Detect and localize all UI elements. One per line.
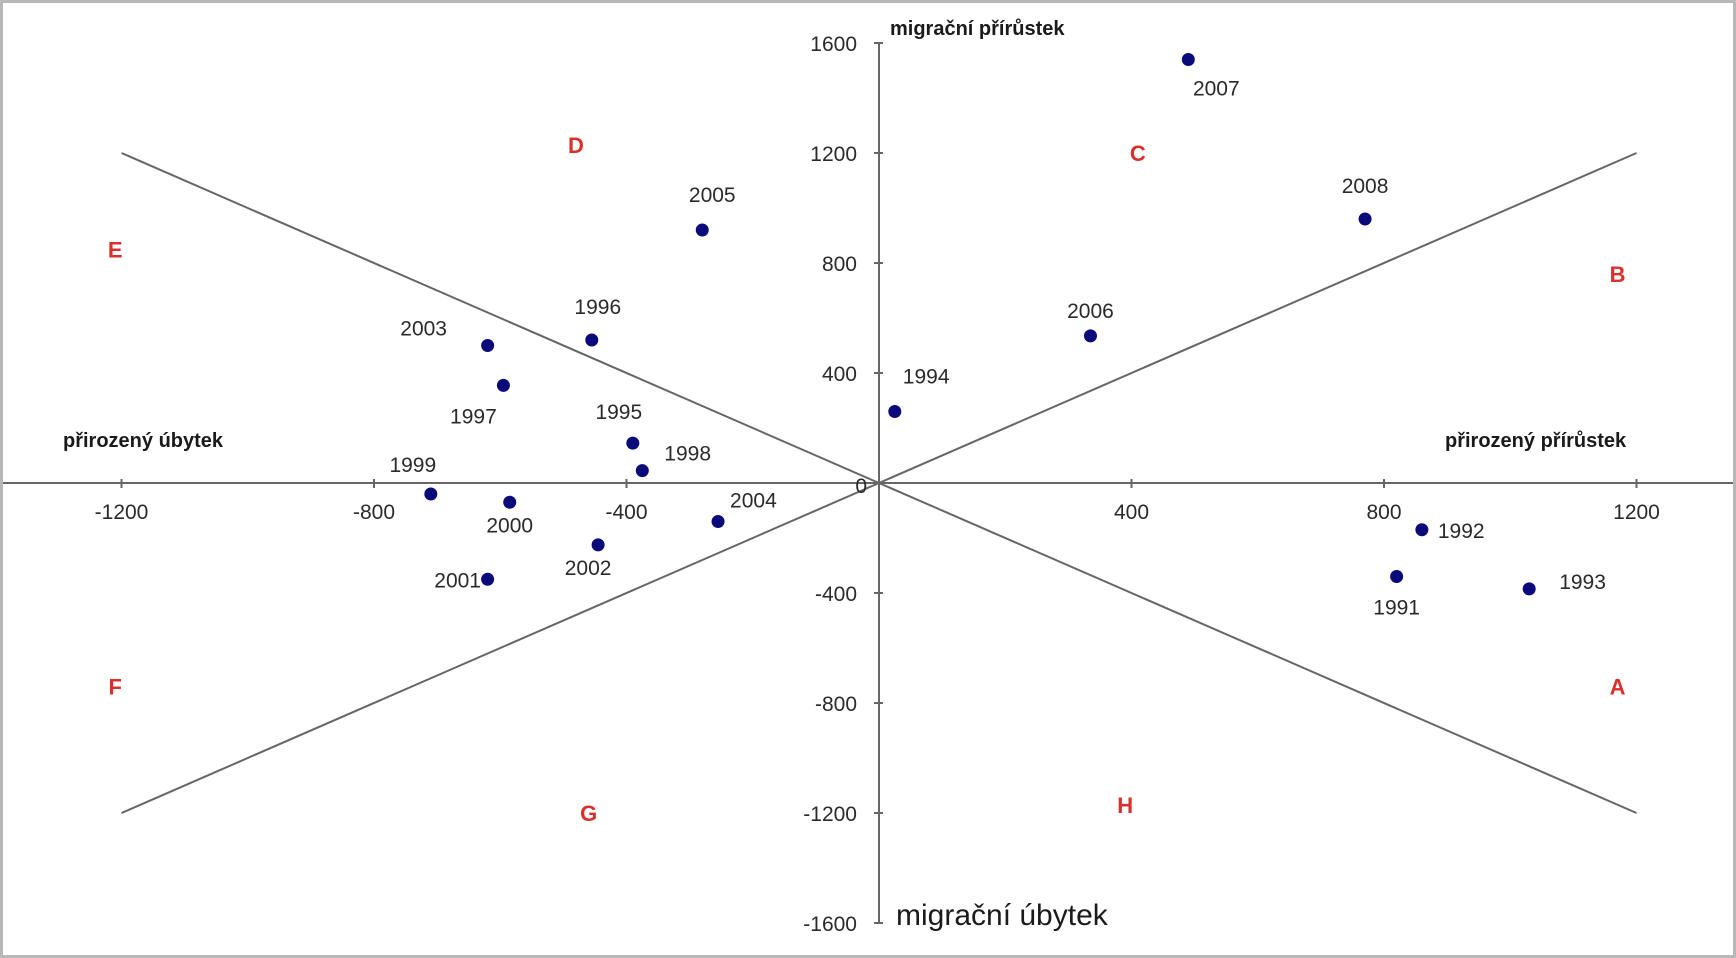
data-label-1996: 1996 bbox=[574, 296, 621, 319]
data-point-2003 bbox=[481, 339, 495, 352]
data-label-2003: 2003 bbox=[400, 318, 447, 341]
data-point-1996 bbox=[585, 333, 599, 347]
region-label-d: D bbox=[568, 133, 584, 158]
region-label-f: F bbox=[108, 675, 121, 700]
x-tick-label: 400 bbox=[1114, 501, 1149, 524]
y-tick-label: 800 bbox=[822, 253, 857, 276]
data-point-2007 bbox=[1181, 53, 1195, 66]
x-tick-label: 800 bbox=[1366, 501, 1401, 524]
y-tick-label: 400 bbox=[822, 363, 857, 386]
y-tick-label: -1600 bbox=[803, 913, 857, 936]
data-point-1995 bbox=[626, 436, 640, 450]
axis-title-left: přirozený úbytek bbox=[63, 430, 224, 452]
data-label-1995: 1995 bbox=[595, 401, 642, 424]
data-point-2004 bbox=[711, 515, 725, 528]
data-label-1993: 1993 bbox=[1559, 571, 1606, 594]
region-label-b: B bbox=[1610, 262, 1626, 287]
region-label-g: G bbox=[580, 801, 597, 826]
data-label-1999: 1999 bbox=[389, 454, 436, 477]
data-points bbox=[424, 53, 1536, 596]
data-label-1997: 1997 bbox=[450, 405, 497, 428]
y-tick-label: -1200 bbox=[803, 803, 857, 826]
axis-title-right: přirozený přírůstek bbox=[1445, 430, 1627, 452]
origin-label: 0 bbox=[855, 475, 867, 498]
region-label-a: A bbox=[1610, 675, 1626, 700]
tick-marks bbox=[120, 42, 1638, 924]
y-tick-label: -400 bbox=[815, 583, 857, 606]
data-point-2006 bbox=[1083, 329, 1097, 343]
data-point-2000 bbox=[503, 495, 517, 509]
region-label-h: H bbox=[1117, 793, 1133, 818]
data-point-2005 bbox=[695, 223, 709, 237]
data-label-2001: 2001 bbox=[434, 569, 481, 592]
x-tick-label: 1200 bbox=[1613, 501, 1660, 524]
x-tick-label: -800 bbox=[353, 501, 395, 524]
x-tick-label: -1200 bbox=[95, 501, 149, 524]
data-label-1994: 1994 bbox=[903, 366, 950, 389]
axes bbox=[3, 43, 1733, 923]
scatter-chart: -1600-1200-800-40040080012001600-1600-12… bbox=[3, 18, 1733, 936]
data-label-2002: 2002 bbox=[565, 557, 612, 580]
region-label-e: E bbox=[108, 237, 123, 262]
data-point-1999 bbox=[424, 487, 438, 501]
data-label-2008: 2008 bbox=[1342, 175, 1389, 198]
data-label-1991: 1991 bbox=[1373, 597, 1420, 620]
axis-title-top: migrační přírůstek bbox=[890, 18, 1065, 40]
data-label-1992: 1992 bbox=[1438, 520, 1485, 543]
region-labels: A B C D E F G H bbox=[108, 133, 1626, 826]
data-point-1998 bbox=[635, 464, 649, 478]
data-point-2001 bbox=[481, 572, 495, 586]
tick-labels: -1600-1200-800-40040080012001600-1600-12… bbox=[95, 33, 1660, 936]
y-tick-label: 1200 bbox=[810, 143, 857, 166]
y-tick-label: 1600 bbox=[810, 33, 857, 56]
data-point-1993 bbox=[1522, 582, 1536, 596]
data-label-2000: 2000 bbox=[486, 514, 533, 537]
data-point-labels: 1991 1992 1993 1994 1995 1996 1997 1998 1999 2000… bbox=[389, 78, 1605, 620]
data-point-1997 bbox=[496, 378, 510, 392]
data-point-2002 bbox=[591, 538, 605, 552]
y-tick-label: -800 bbox=[815, 693, 857, 716]
data-point-1992 bbox=[1415, 523, 1429, 537]
x-tick-label: -400 bbox=[605, 501, 647, 524]
data-label-2007: 2007 bbox=[1193, 78, 1240, 101]
region-label-c: C bbox=[1130, 141, 1146, 166]
data-point-1994 bbox=[888, 405, 902, 418]
data-point-2008 bbox=[1358, 212, 1372, 226]
data-label-2006: 2006 bbox=[1067, 300, 1114, 323]
data-label-1998: 1998 bbox=[664, 443, 711, 466]
data-label-2004: 2004 bbox=[730, 490, 777, 513]
data-label-2005: 2005 bbox=[689, 184, 736, 207]
data-point-1991 bbox=[1390, 570, 1404, 583]
axis-title-bottom: migrační úbytek bbox=[896, 899, 1109, 932]
